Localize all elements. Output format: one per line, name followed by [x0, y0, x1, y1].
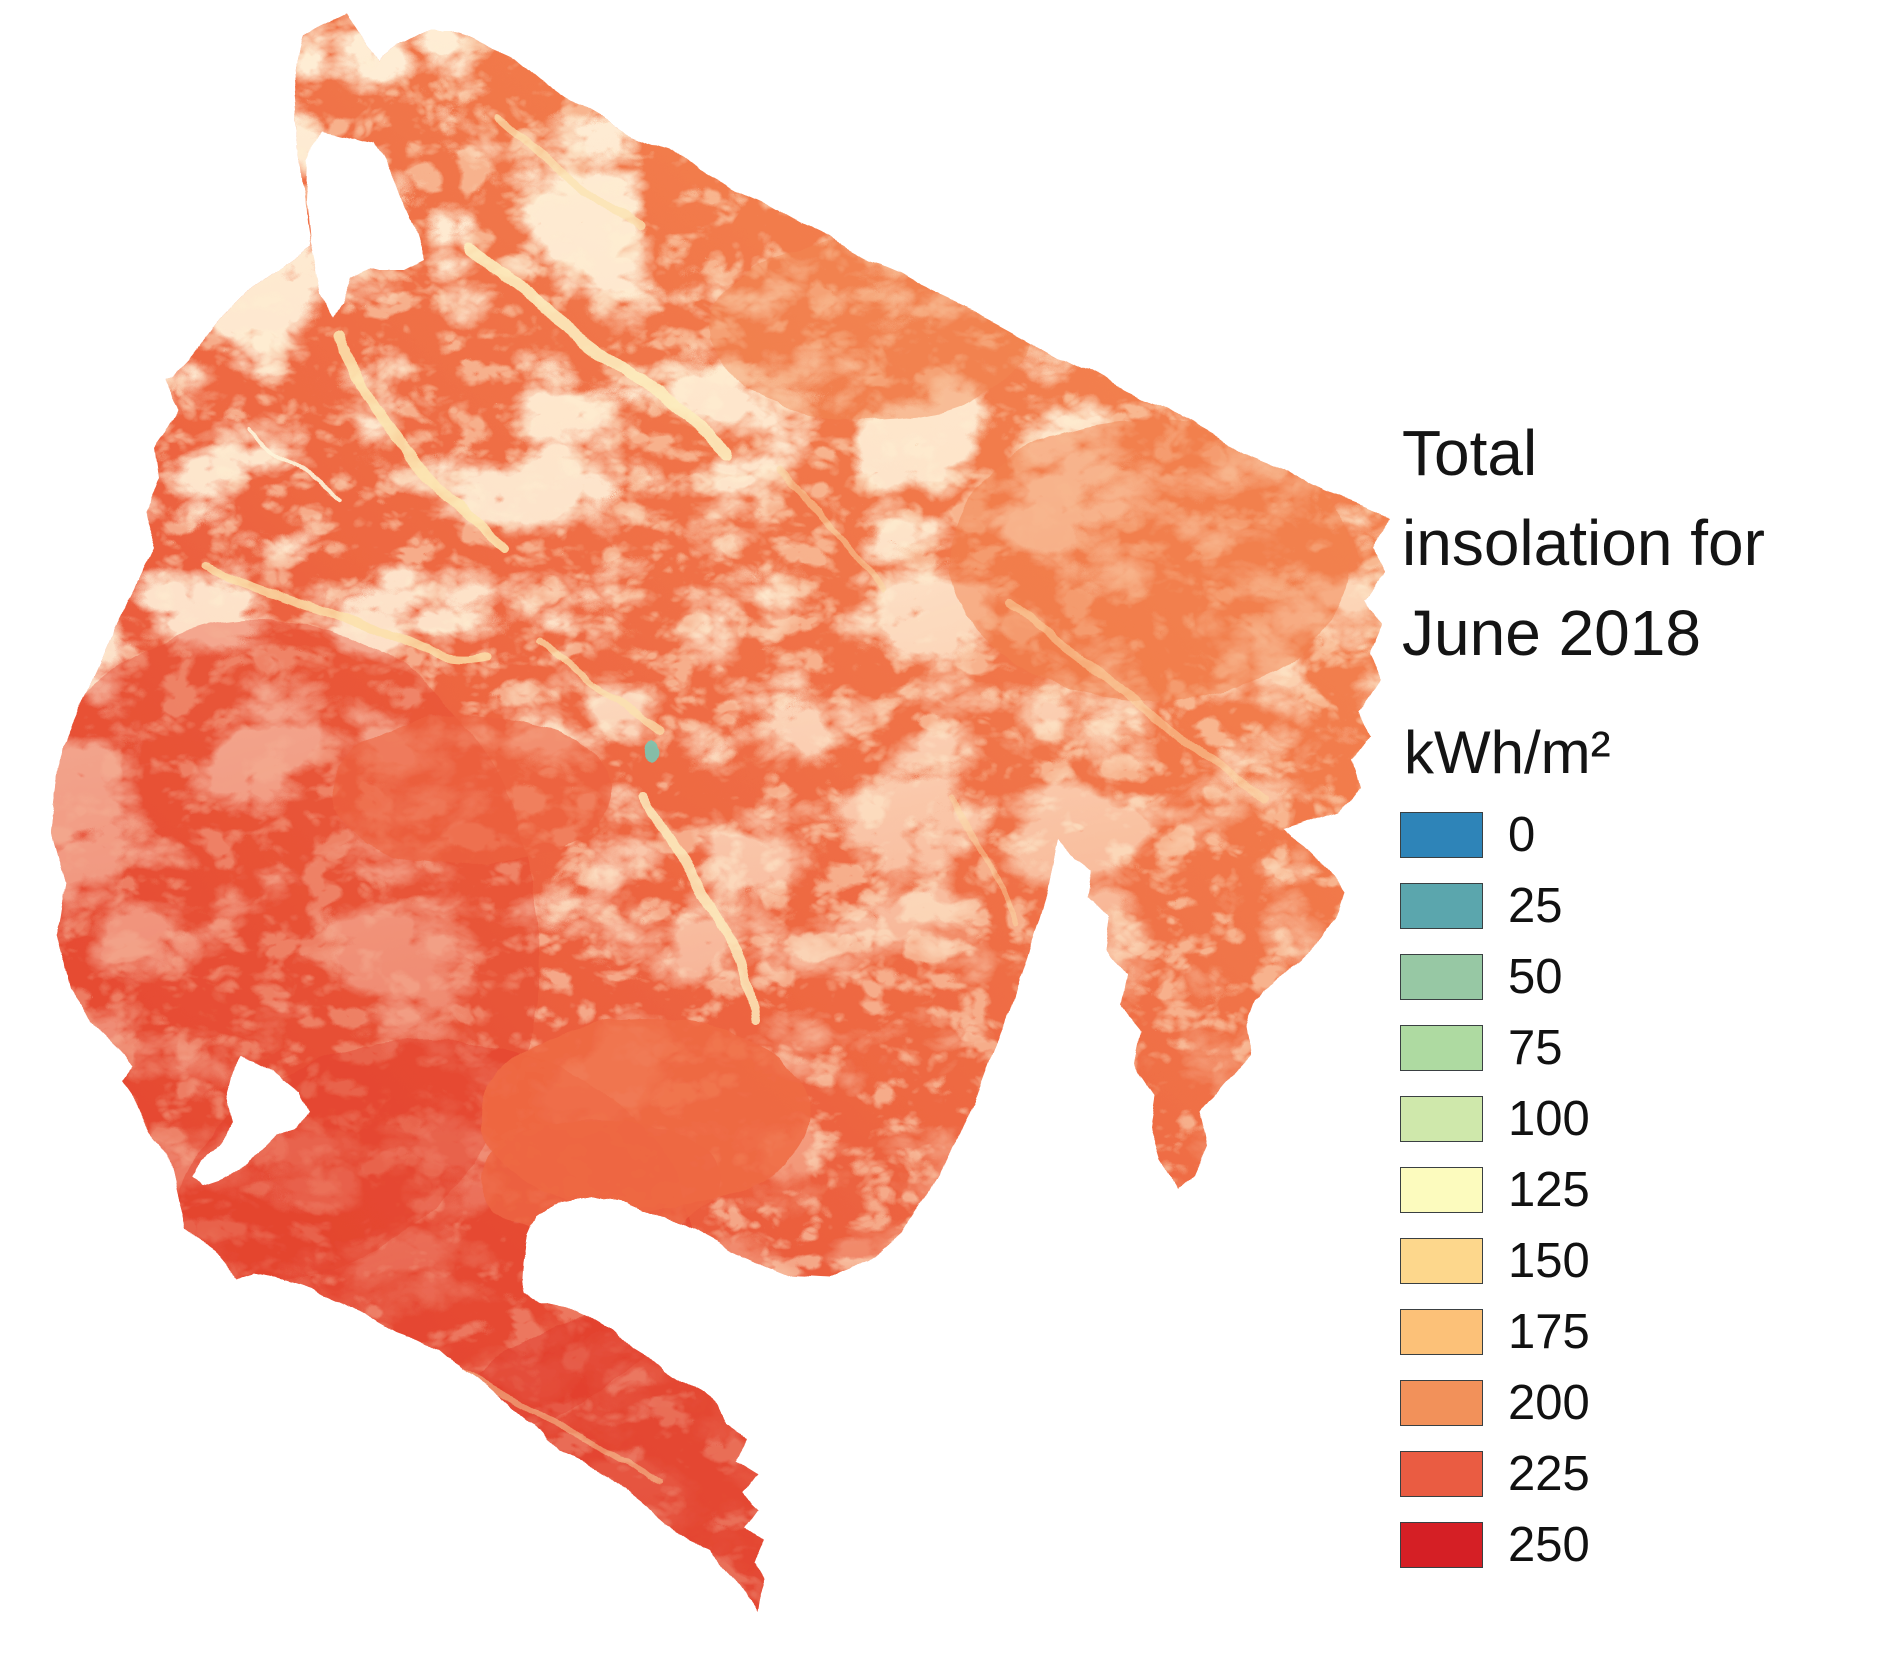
legend-row: 125 — [1400, 1163, 1590, 1217]
legend-row: 225 — [1400, 1447, 1590, 1501]
legend-value-label: 150 — [1508, 1234, 1590, 1288]
legend-color-swatch — [1400, 1451, 1483, 1497]
legend-color-swatch — [1400, 1309, 1483, 1355]
legend-value-label: 250 — [1508, 1518, 1590, 1572]
legend-unit-label: kWh/m² — [1404, 719, 1611, 786]
map-title: Total insolation for June 2018 — [1402, 408, 1872, 678]
legend-value-label: 50 — [1508, 950, 1563, 1004]
legend-value-label: 75 — [1508, 1021, 1563, 1075]
legend-row: 175 — [1400, 1305, 1590, 1359]
land-shape — [52, 12, 1392, 1610]
legend-row: 75 — [1400, 1021, 1590, 1075]
bay-of-kotor-water — [192, 1058, 310, 1186]
south-strip-red-zone — [430, 1310, 870, 1610]
legend-value-label: 175 — [1508, 1305, 1590, 1359]
legend-value-label: 100 — [1508, 1092, 1590, 1146]
northwest-border-wedge-water — [306, 130, 424, 317]
legend-row: 25 — [1400, 879, 1590, 933]
legend-row: 250 — [1400, 1518, 1590, 1572]
legend-color-swatch — [1400, 1096, 1483, 1142]
legend-value-label: 25 — [1508, 879, 1563, 933]
northeast-smooth — [950, 420, 1350, 700]
legend-color-swatch — [1400, 1380, 1483, 1426]
north-smooth — [710, 240, 1030, 420]
legend-value-label: 0 — [1508, 808, 1536, 862]
legend-color-swatch — [1400, 1522, 1483, 1568]
legend-row: 200 — [1400, 1376, 1590, 1430]
legend-color-swatch — [1400, 954, 1483, 1000]
podgorica-plain-smooth — [480, 1120, 720, 1240]
montenegro-insolation-raster — [52, 12, 1392, 1610]
piva-lake-teal-spot — [644, 738, 660, 762]
legend-color-swatch — [1400, 1167, 1483, 1213]
legend-color-swatch — [1400, 883, 1483, 929]
legend-value-label: 225 — [1508, 1447, 1590, 1501]
legend-color-swatch — [1400, 1025, 1483, 1071]
legend-value-label: 125 — [1508, 1163, 1590, 1217]
legend-row: 100 — [1400, 1092, 1590, 1146]
legend-row: 0 — [1400, 808, 1590, 862]
legend-color-swatch — [1400, 1238, 1483, 1284]
legend: 0 25 50 75 100 125 150 — [1400, 808, 1590, 1593]
map-title-line-1: Total — [1402, 417, 1538, 489]
west-plain-smooth — [330, 715, 610, 865]
map-title-line-3: June 2018 — [1402, 597, 1701, 669]
legend-row: 150 — [1400, 1234, 1590, 1288]
legend-color-swatch — [1400, 812, 1483, 858]
legend-value-label: 200 — [1508, 1376, 1590, 1430]
map-title-line-2: insolation for — [1402, 507, 1765, 579]
legend-row: 50 — [1400, 950, 1590, 1004]
